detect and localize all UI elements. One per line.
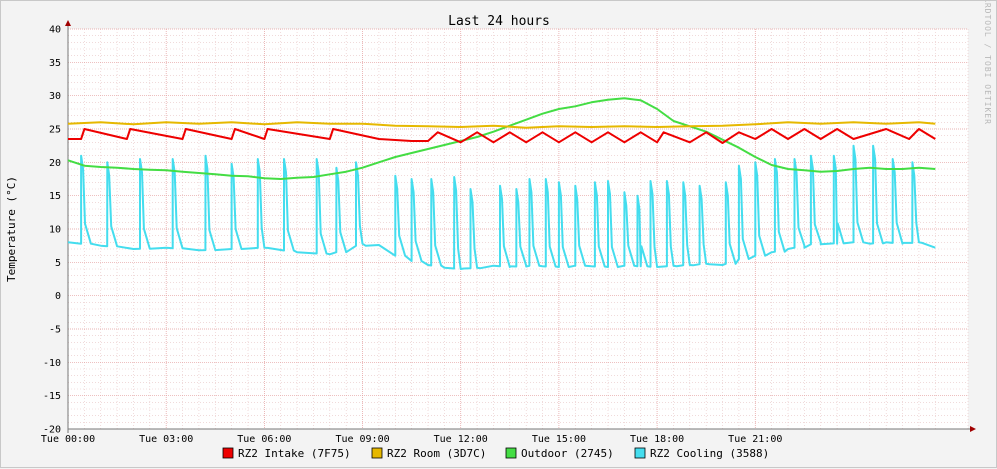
y-tick-labels: 40 35 30 25 20 15 10 5 0 -5 -10 -15 -20	[43, 25, 61, 436]
series-line-rz2-room-3d7c	[67, 121, 936, 129]
x-tick-labels: Tue 00:00 Tue 03:00 Tue 06:00 Tue 09:00 Tue …	[41, 434, 782, 445]
series-line-rz2-intake-7f75	[68, 128, 936, 144]
x-axis-arrow	[970, 426, 976, 432]
y-tick-label: 10	[49, 225, 61, 236]
legend-label-rz2-intake-7f75: RZ2 Intake (7F75)	[238, 447, 351, 460]
legend: RZ2 Intake (7F75) RZ2 Room (3D7C) Outdoor …	[222, 447, 769, 460]
y-tick-label: -10	[43, 358, 61, 369]
series-line-outdoor-2745	[67, 97, 936, 180]
y-tick-label: 5	[55, 258, 61, 269]
legend-swatch-rz2-intake-7f75	[222, 447, 234, 459]
y-tick-label: 20	[49, 158, 61, 169]
y-tick-label: 25	[49, 125, 61, 136]
y-tick-label: 40	[49, 25, 61, 36]
chart-title: Last 24 hours	[448, 14, 550, 29]
y-tick-label: 35	[49, 58, 61, 69]
series-layer	[67, 97, 936, 270]
legend-swatch-rz2-cooling-3588	[634, 447, 646, 459]
x-tick-label: Tue 18:00	[630, 434, 684, 445]
legend-label-outdoor-2745: Outdoor (2745)	[521, 447, 614, 460]
y-tick-label: 0	[55, 291, 61, 302]
y-axis-label: Temperature (°C)	[5, 176, 18, 282]
legend-swatch-rz2-room-3d7c	[371, 447, 383, 459]
y-axis-arrow	[65, 20, 71, 26]
legend-label-rz2-room-3d7c: RZ2 Room (3D7C)	[387, 447, 486, 460]
x-tick-label: Tue 12:00	[434, 434, 488, 445]
y-tick-label: -20	[43, 425, 61, 436]
x-tick-label: Tue 15:00	[532, 434, 586, 445]
x-tick-label: Tue 21:00	[728, 434, 782, 445]
series-line-rz2-cooling-3588	[67, 144, 936, 270]
rrdtool-watermark: RRDTOOL / TOBI OETIKER	[983, 1, 992, 125]
y-tick-label: 15	[49, 191, 61, 202]
y-tick-label: 30	[49, 91, 61, 102]
x-tick-label: Tue 06:00	[237, 434, 291, 445]
x-tick-label: Tue 00:00	[41, 434, 95, 445]
legend-label-rz2-cooling-3588: RZ2 Cooling (3588)	[650, 447, 769, 460]
x-tick-label: Tue 03:00	[139, 434, 193, 445]
legend-swatch-outdoor-2745	[505, 447, 517, 459]
x-tick-label: Tue 09:00	[335, 434, 389, 445]
axes	[65, 20, 976, 433]
y-tick-label: -5	[49, 325, 61, 336]
y-tick-label: -15	[43, 391, 61, 402]
